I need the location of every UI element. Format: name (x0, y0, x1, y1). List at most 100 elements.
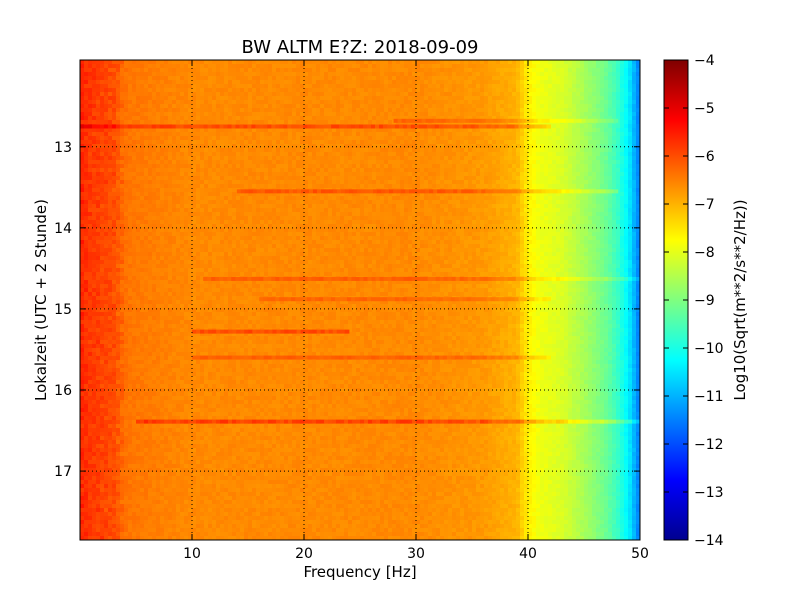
heatmap-cell (596, 196, 601, 201)
heatmap-cell (628, 164, 633, 169)
heatmap-cell (152, 196, 157, 201)
heatmap-cell (260, 148, 265, 153)
heatmap-cell (248, 144, 253, 149)
heatmap-cell (352, 136, 357, 141)
heatmap-cell (432, 72, 437, 77)
heatmap-cell (628, 172, 633, 177)
heatmap-cell (208, 128, 213, 133)
heatmap-cell (584, 140, 589, 145)
heatmap-cell (344, 136, 349, 141)
heatmap-cell (392, 132, 397, 137)
heatmap-cell (608, 100, 613, 105)
heatmap-cell (636, 112, 640, 117)
heatmap-cell (508, 64, 513, 69)
heatmap-cell (136, 176, 141, 181)
heatmap-cell (220, 192, 225, 197)
heatmap-cell (96, 156, 101, 161)
heatmap-cell (180, 140, 185, 145)
heatmap-cell (548, 112, 553, 117)
heatmap-cell (476, 104, 481, 109)
heatmap-cell (636, 80, 640, 85)
heatmap-cell (156, 136, 161, 141)
heatmap-cell (292, 88, 297, 93)
heatmap-cell (304, 108, 309, 113)
heatmap-cell (92, 132, 97, 137)
heatmap-cell (416, 84, 421, 89)
heatmap-cell (364, 104, 369, 109)
heatmap-cell (604, 68, 609, 73)
heatmap-cell (636, 160, 640, 165)
heatmap-cell (124, 136, 129, 141)
heatmap-cell (168, 84, 173, 89)
heatmap-cell (144, 92, 149, 97)
heatmap-cell (116, 64, 121, 69)
heatmap-cell (252, 164, 257, 169)
heatmap-cell (84, 164, 89, 169)
heatmap-cell (456, 172, 461, 177)
heatmap-cell (636, 196, 640, 201)
heatmap-cell (320, 88, 325, 93)
heatmap-cell (100, 160, 105, 165)
heatmap-cell (564, 156, 569, 161)
heatmap-cell (120, 168, 125, 173)
heatmap-cell (328, 76, 333, 81)
heatmap-cell (448, 180, 453, 185)
heatmap-cell (128, 96, 133, 101)
heatmap-cell (164, 120, 169, 125)
heatmap-cell (380, 72, 385, 77)
heatmap-cell (228, 144, 233, 149)
heatmap-cell (464, 176, 469, 181)
heatmap-cell (604, 132, 609, 137)
heatmap-cell (348, 140, 353, 145)
heatmap-cell (228, 72, 233, 77)
heatmap-cell (384, 60, 389, 65)
heatmap-cell (548, 88, 553, 93)
heatmap-cell (432, 172, 437, 177)
heatmap-cell (488, 144, 493, 149)
heatmap-cell (224, 172, 229, 177)
heatmap-cell (140, 148, 145, 153)
heatmap-cell (284, 116, 289, 121)
heatmap-cell (504, 76, 509, 81)
heatmap-cell (184, 136, 189, 141)
heatmap-cell (80, 116, 85, 121)
heatmap-cell (380, 100, 385, 105)
heatmap-cell (512, 64, 517, 69)
heatmap-cell (512, 168, 517, 173)
heatmap-cell (360, 80, 365, 85)
heatmap-cell (376, 60, 381, 65)
heatmap-cell (80, 148, 85, 153)
heatmap-cell (256, 168, 261, 173)
heatmap-cell (568, 152, 573, 157)
heatmap-cell (132, 152, 137, 157)
heatmap-cell (468, 196, 473, 201)
heatmap-cell (384, 144, 389, 149)
heatmap-cell (596, 108, 601, 113)
heatmap-cell (188, 120, 193, 125)
heatmap-cell (388, 192, 393, 197)
heatmap-cell (620, 92, 625, 97)
heatmap-cell (420, 200, 425, 205)
heatmap-cell (332, 156, 337, 161)
heatmap-cell (284, 168, 289, 173)
heatmap-cell (336, 128, 341, 133)
heatmap-cell (424, 80, 429, 85)
heatmap-cell (100, 164, 105, 169)
heatmap-cell (524, 148, 529, 153)
heatmap-cell (536, 152, 541, 157)
heatmap-cell (612, 196, 617, 201)
heatmap-cell (348, 192, 353, 197)
heatmap-cell (124, 168, 129, 173)
heatmap-cell (604, 144, 609, 149)
heatmap-cell (232, 92, 237, 97)
heatmap-cell (256, 116, 261, 121)
heatmap-cell (556, 140, 561, 145)
heatmap-cell (368, 68, 373, 73)
heatmap-cell (420, 76, 425, 81)
heatmap-cell (100, 68, 105, 73)
heatmap-cell (520, 88, 525, 93)
heatmap-cell (420, 196, 425, 201)
heatmap-cell (244, 168, 249, 173)
heatmap-cell (120, 108, 125, 113)
heatmap-cell (284, 140, 289, 145)
